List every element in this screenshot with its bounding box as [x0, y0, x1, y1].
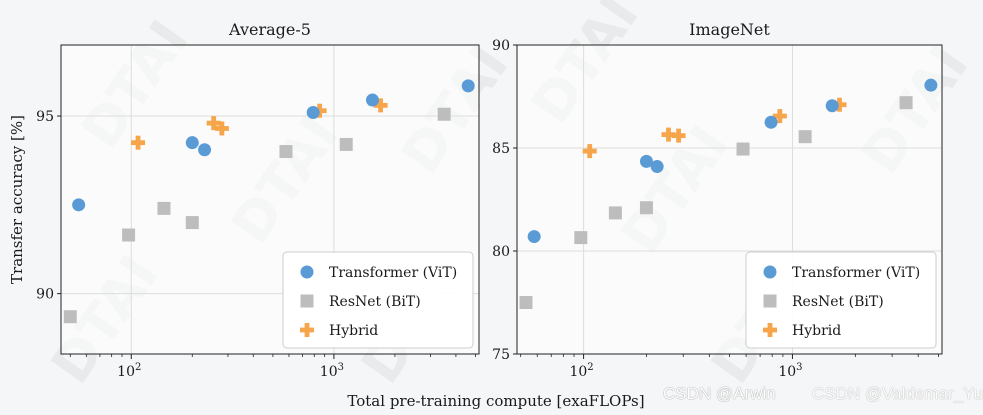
legend: Transformer (ViT) ResNet (BiT) Hybrid [282, 251, 474, 349]
y-tick-label: 75 [492, 347, 510, 363]
square-point [157, 201, 171, 215]
series-circle [527, 78, 938, 244]
x-tick-label: 102 [117, 362, 141, 380]
legend-marker [300, 294, 314, 308]
square-point [736, 142, 750, 156]
panel-2: 75 80 85 90 102 103 ImageNet Transformer (ViT) R… [492, 20, 943, 380]
circle-point [639, 154, 653, 168]
legend-label: Hybrid [792, 323, 841, 339]
legend-label: ResNet (BiT) [792, 294, 884, 310]
circle-point [924, 78, 938, 92]
y-tick-label: 90 [36, 287, 54, 303]
legend-label: Transformer (ViT) [792, 265, 920, 281]
panel-title: ImageNet [689, 20, 770, 39]
circle-point [72, 198, 86, 212]
plus-point [206, 116, 221, 131]
legend-label: Hybrid [329, 323, 378, 339]
chart-panels: 90 95 102 103 Average-5 Transfer accuracy [%]… [8, 20, 943, 380]
csdn-watermark-secondary: CSDN @Valdemar_Yu [812, 384, 983, 403]
legend-marker [763, 265, 777, 279]
series-plus [131, 98, 388, 150]
legend-marker [763, 294, 777, 308]
plus-point [671, 128, 686, 143]
square-point [639, 201, 653, 215]
square-point [574, 231, 588, 245]
legend: Transformer (ViT) ResNet (BiT) Hybrid [745, 251, 937, 349]
plus-point [131, 135, 146, 150]
panel-title: Average-5 [228, 20, 311, 39]
legend-box [282, 251, 474, 349]
square-point [185, 216, 199, 230]
y-tick-label: 85 [492, 141, 510, 157]
plus-point [214, 121, 229, 136]
x-axis-label: Total pre-training compute [exaFLOPs] [347, 392, 644, 410]
axes-frame [60, 44, 480, 355]
x-tick-label: 103 [320, 362, 344, 380]
legend-label: ResNet (BiT) [329, 294, 421, 310]
series-plus [582, 97, 847, 159]
square-point [437, 107, 451, 121]
square-point [608, 206, 622, 220]
circle-point [198, 143, 212, 157]
plus-point [772, 109, 787, 124]
csdn-watermark-primary: CSDN @Arwin [663, 384, 776, 403]
circle-point [306, 105, 320, 119]
series-square [63, 107, 451, 324]
circle-point [365, 93, 379, 107]
legend-marker [300, 323, 314, 337]
series-circle [72, 79, 475, 212]
y-tick-label: 90 [492, 38, 510, 54]
series-square [519, 96, 913, 309]
circle-point [650, 160, 664, 174]
x-tick-label: 102 [569, 362, 593, 380]
circle-point [764, 115, 778, 129]
y-tick-label: 95 [36, 109, 54, 125]
x-tick-label: 103 [778, 362, 802, 380]
square-point [279, 145, 293, 159]
plus-point [582, 144, 597, 159]
panel-1: 90 95 102 103 Average-5 Transfer accuracy [%]… [8, 20, 480, 380]
legend-label: Transformer (ViT) [329, 265, 457, 281]
square-point [519, 296, 533, 309]
square-point [122, 228, 136, 242]
legend-box [745, 251, 937, 349]
square-point [899, 96, 913, 110]
plus-point [373, 98, 388, 113]
plus-point [312, 103, 327, 118]
circle-point [185, 136, 199, 150]
square-point [63, 310, 77, 324]
circle-point [461, 79, 475, 93]
square-point [798, 130, 812, 144]
y-axis-label: Transfer accuracy [%] [8, 115, 26, 284]
legend-marker [300, 265, 314, 279]
legend-marker [763, 323, 777, 337]
plus-point [661, 127, 676, 142]
circle-point [825, 99, 839, 113]
y-tick-label: 80 [492, 244, 510, 260]
plus-point [832, 97, 847, 112]
circle-point [527, 230, 541, 244]
square-point [339, 137, 353, 151]
